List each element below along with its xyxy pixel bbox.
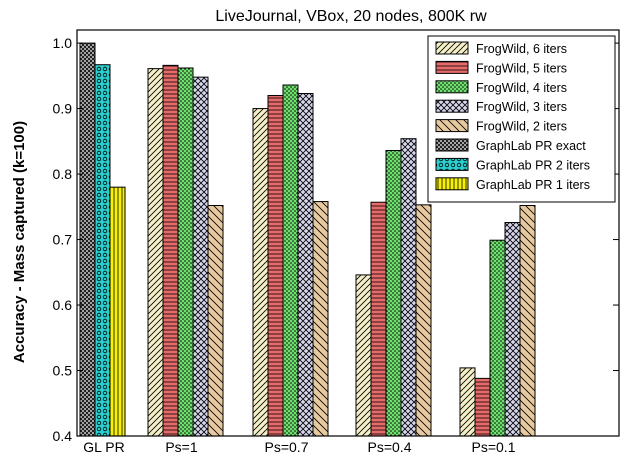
legend-label-0: FrogWild, 6 iters <box>476 42 567 56</box>
x-tick-label-2: Ps=0.7 <box>265 439 309 455</box>
legend-swatch-5 <box>435 138 469 152</box>
legend-swatch-2 <box>435 80 469 94</box>
legend-swatch-0 <box>435 41 469 55</box>
bar-4-0 <box>459 367 476 437</box>
bar-4-1 <box>474 377 491 437</box>
plot-area <box>76 29 620 437</box>
bar-2-2 <box>282 84 299 437</box>
y-tick-label-1: 0.5 <box>53 363 73 379</box>
x-tick-label-4: Ps=0.1 <box>472 439 516 455</box>
legend-label-5: GraphLab PR exact <box>476 139 586 153</box>
bar-3-0 <box>355 274 372 437</box>
bar-0-2 <box>109 186 126 437</box>
legend-swatch-6 <box>435 157 469 171</box>
legend-swatch-3 <box>435 99 469 113</box>
bar-3-2 <box>385 149 402 437</box>
y-tick-label-5: 0.9 <box>53 101 73 117</box>
bar-1-4 <box>207 204 224 437</box>
y-tick-label-3: 0.7 <box>53 232 73 248</box>
bar-1-2 <box>177 67 194 437</box>
bar-2-0 <box>252 108 269 437</box>
bar-2-4 <box>312 201 329 437</box>
bar-1-1 <box>162 64 179 437</box>
x-tick-label-3: Ps=0.4 <box>368 439 412 455</box>
legend-swatch-7 <box>435 177 469 191</box>
bar-3-3 <box>400 138 417 437</box>
x-axis: GL PR Ps=1 Ps=0.7 Ps=0.4 Ps=0.1 <box>83 439 515 455</box>
bar-group-1 <box>147 64 224 437</box>
y-tick-label-2: 0.6 <box>53 297 73 313</box>
bar-1-3 <box>192 76 209 437</box>
bar-4-3 <box>504 222 521 437</box>
y-tick-label-4: 0.8 <box>53 166 73 182</box>
legend-label-4: FrogWild, 2 iters <box>476 120 567 134</box>
legend-label-2: FrogWild, 4 iters <box>476 81 567 95</box>
legend: FrogWild, 6 iters FrogWild, 5 iters FrogWi… <box>427 35 616 203</box>
bar-3-4 <box>415 204 432 437</box>
bar-3-1 <box>370 201 387 437</box>
y-tick-label-0: 0.4 <box>53 428 73 444</box>
y-axis: 0.4 0.5 0.6 0.7 0.8 0.9 1.0 <box>53 35 619 444</box>
legend-label-6: GraphLab PR 2 iters <box>476 158 590 172</box>
bar-group-3 <box>355 138 432 437</box>
y-axis-label: Accuracy - Mass captured (k=100) <box>11 121 28 363</box>
bar-4-4 <box>519 204 536 437</box>
bar-4-2 <box>489 239 506 437</box>
bar-1-0 <box>147 68 164 437</box>
legend-swatch-4 <box>435 119 469 133</box>
legend-label-7: GraphLab PR 1 iters <box>476 178 590 192</box>
y-tick-label-6: 1.0 <box>53 35 73 51</box>
bar-group-4 <box>459 204 536 437</box>
x-tick-label-1: Ps=1 <box>165 439 198 455</box>
legend-swatch-1 <box>435 60 469 74</box>
plot-frame <box>76 29 620 437</box>
legend-label-1: FrogWild, 5 iters <box>476 61 567 75</box>
legend-label-3: FrogWild, 3 iters <box>476 100 567 114</box>
bar-group-2 <box>252 84 329 437</box>
bar-2-3 <box>297 93 314 437</box>
x-tick-label-0: GL PR <box>83 439 125 455</box>
bar-2-1 <box>267 94 284 437</box>
chart-title: LiveJournal, VBox, 20 nodes, 800K rw <box>215 8 487 25</box>
bar-0-1 <box>94 64 111 437</box>
bar-group-0 <box>79 42 126 437</box>
